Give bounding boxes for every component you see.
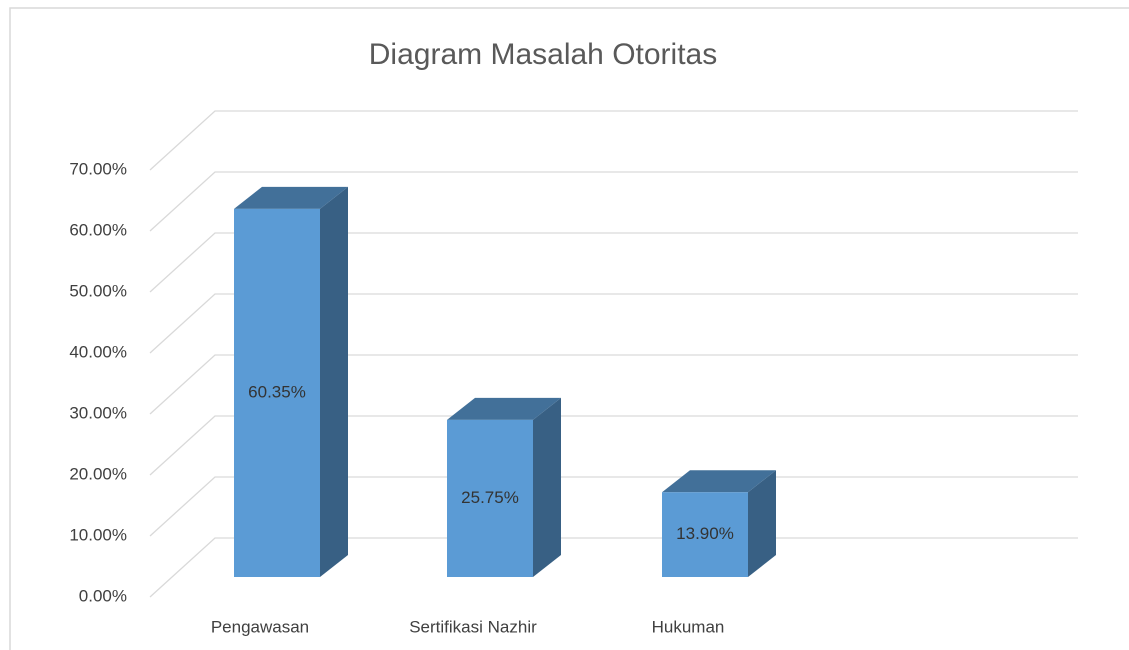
bar-top [447, 397, 561, 420]
y-tick-label: 60.00% [69, 220, 127, 239]
grid-line [149, 415, 1078, 476]
data-label: 25.75% [461, 488, 519, 507]
chart-title: Diagram Masalah Otoritas [369, 38, 717, 71]
bar [662, 470, 776, 577]
y-tick-label: 10.00% [69, 525, 127, 544]
bar-front [447, 419, 533, 577]
bar [234, 186, 348, 578]
x-tick-label: Pengawasan [211, 617, 309, 636]
bar-side [748, 470, 776, 577]
grid-line [149, 232, 1078, 293]
y-tick-label: 0.00% [79, 586, 127, 605]
bar-top [234, 186, 348, 209]
bar-side [320, 186, 348, 578]
grid-line [149, 110, 1078, 171]
y-tick-label: 40.00% [69, 342, 127, 361]
grid-line [149, 293, 1078, 354]
grid-line [149, 537, 1078, 598]
bar-front [234, 208, 320, 578]
grid-line [149, 476, 1078, 537]
bar-top [662, 470, 776, 493]
chart-border [9, 7, 1129, 650]
y-tick-label: 20.00% [69, 464, 127, 483]
bar-front [662, 492, 748, 577]
x-tick-label: Hukuman [652, 617, 725, 636]
y-tick-label: 70.00% [69, 159, 127, 178]
grid-line [149, 171, 1078, 232]
bar [447, 397, 561, 577]
bar-side [533, 397, 561, 577]
x-tick-label: Sertifikasi Nazhir [409, 617, 537, 636]
data-label: 60.35% [248, 382, 306, 401]
grid-line [149, 354, 1078, 415]
y-tick-label: 30.00% [69, 403, 127, 422]
data-label: 13.90% [676, 524, 734, 543]
y-tick-label: 50.00% [69, 281, 127, 300]
